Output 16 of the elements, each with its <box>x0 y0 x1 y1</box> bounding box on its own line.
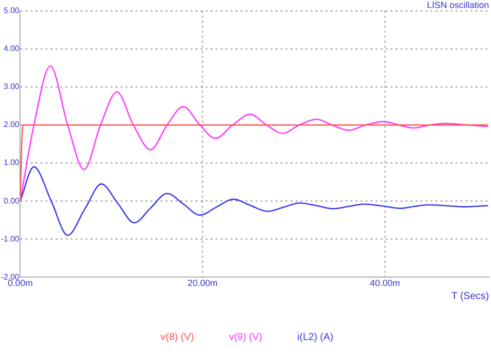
x-axis-title: T (Secs) <box>451 290 489 302</box>
y-tick-label: 0.00 <box>4 196 20 206</box>
y-tick-label: 2.00 <box>4 120 20 130</box>
x-tick-label: 20.00m <box>188 278 218 288</box>
y-tick-label: 4.00 <box>4 44 20 54</box>
text: v(8) (V) <box>160 332 194 343</box>
y-tick-label: 1.00 <box>4 158 20 168</box>
text: i(L2) (A) <box>297 332 334 343</box>
x-tick-label: 40.00m <box>370 278 400 288</box>
chart-title: LISN oscillation <box>426 0 489 10</box>
line-series <box>20 65 489 202</box>
y-tick-label: 3.00 <box>4 82 20 92</box>
y-tick-label: 5.00 <box>4 6 20 16</box>
text: v(9) (V) <box>228 332 262 343</box>
y-tick-label: -1.00 <box>1 234 20 244</box>
line-series <box>20 166 489 236</box>
